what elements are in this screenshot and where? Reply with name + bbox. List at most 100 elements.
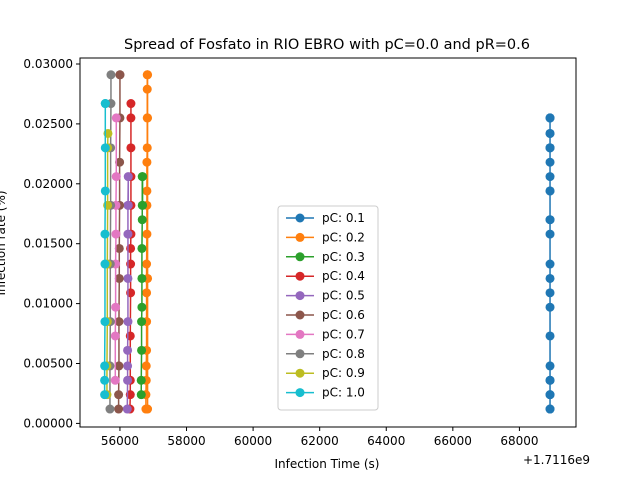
x-tick-label: 58000 — [167, 434, 205, 448]
legend-entry: pC: 0.3 — [286, 250, 365, 264]
data-point — [110, 331, 120, 341]
x-tick-label: 66000 — [434, 434, 472, 448]
data-point — [545, 229, 555, 239]
data-point — [123, 172, 133, 182]
legend-entry: pC: 0.2 — [286, 230, 365, 244]
legend-label: pC: 0.6 — [322, 308, 365, 322]
legend: pC: 0.1 pC: 0.2 pC: 0.3 pC: 0.4 pC: 0.5 pC: 0… — [277, 205, 379, 411]
data-point — [545, 186, 555, 196]
data-point — [100, 143, 110, 153]
data-point — [114, 317, 124, 327]
data-point — [138, 200, 148, 210]
legend-marker — [295, 291, 305, 301]
data-point — [111, 302, 121, 312]
data-point — [111, 229, 121, 239]
legend-entry: pC: 0.7 — [286, 327, 365, 341]
chart-title: Spread of Fosfato in RIO EBRO with pC=0.… — [124, 37, 530, 53]
data-point — [123, 361, 133, 371]
plot-area — [100, 70, 555, 414]
legend-entry: pC: 0.6 — [286, 308, 365, 322]
y-tick-label: 0.01500 — [23, 237, 73, 251]
legend-label: pC: 0.8 — [322, 347, 365, 361]
data-point — [142, 186, 152, 196]
data-point — [545, 113, 555, 123]
data-point — [142, 143, 152, 153]
x-offset-label: +1.7116e9 — [523, 453, 590, 467]
series-line — [114, 117, 118, 381]
data-point — [111, 172, 121, 182]
data-point — [143, 113, 153, 123]
x-axis-label: Infection Time (s) — [275, 457, 380, 471]
data-point — [114, 390, 124, 400]
y-tick-label: 0.02000 — [23, 177, 73, 191]
series-1 — [545, 113, 555, 414]
legend-marker — [295, 213, 305, 223]
legend-label: pC: 0.2 — [322, 230, 365, 244]
data-point — [137, 345, 147, 355]
legend-entry: pC: 0.1 — [286, 211, 365, 225]
legend-entry: pC: 0.8 — [286, 347, 365, 361]
legend-label: pC: 0.1 — [322, 211, 365, 225]
legend-marker — [295, 310, 305, 320]
data-point — [106, 70, 116, 80]
data-point — [123, 375, 133, 385]
series-10 — [100, 99, 110, 400]
legend-marker — [295, 252, 305, 262]
data-point — [100, 375, 110, 385]
axes: 56000 58000 60000 62000 64000 66000 68000 0.000… — [23, 57, 577, 448]
legend-entry: pC: 0.9 — [286, 366, 365, 380]
data-point — [142, 84, 152, 94]
legend-entry: pC: 0.4 — [286, 269, 365, 283]
legend-marker — [295, 271, 305, 281]
data-point — [123, 345, 133, 355]
series-line — [126, 176, 130, 410]
data-point — [115, 70, 125, 80]
data-point — [114, 361, 124, 371]
legend-label: pC: 0.5 — [322, 289, 365, 303]
y-tick-label: 0.00000 — [23, 416, 73, 430]
legend-marker — [295, 232, 305, 242]
data-point — [545, 172, 555, 182]
y-axis-label: Infection rate (%) — [0, 190, 8, 295]
data-point — [142, 288, 152, 298]
data-point — [545, 375, 555, 385]
data-point — [100, 259, 110, 269]
y-tick-label: 0.00500 — [23, 357, 73, 371]
legend-label: pC: 1.0 — [322, 386, 365, 400]
data-point — [126, 113, 136, 123]
data-point — [545, 259, 555, 269]
data-point — [114, 243, 124, 253]
data-point — [545, 361, 555, 371]
x-tick-label: 60000 — [234, 434, 272, 448]
data-point — [143, 404, 153, 414]
data-point — [545, 331, 555, 341]
series-5 — [122, 172, 133, 414]
data-point — [137, 302, 147, 312]
data-point — [545, 215, 555, 225]
data-point — [122, 404, 132, 414]
data-point — [142, 229, 152, 239]
data-point — [137, 317, 147, 327]
data-point — [545, 288, 555, 298]
data-point — [100, 99, 110, 109]
legend-label: pC: 0.4 — [322, 269, 365, 283]
x-tick-label: 62000 — [301, 434, 339, 448]
legend-marker — [295, 349, 305, 359]
legend-label: pC: 0.7 — [322, 327, 365, 341]
data-point — [100, 361, 110, 371]
legend-label: pC: 0.9 — [322, 366, 365, 380]
x-tick-label: 64000 — [367, 434, 405, 448]
data-point — [545, 302, 555, 312]
data-point — [545, 143, 555, 153]
series-3 — [136, 172, 148, 400]
data-point — [137, 215, 147, 225]
legend-marker — [295, 368, 305, 378]
data-point — [136, 390, 146, 400]
data-point — [141, 361, 151, 371]
data-point — [126, 143, 136, 153]
data-point — [138, 172, 148, 182]
y-tick-label: 0.01000 — [23, 297, 73, 311]
data-point — [137, 273, 147, 283]
